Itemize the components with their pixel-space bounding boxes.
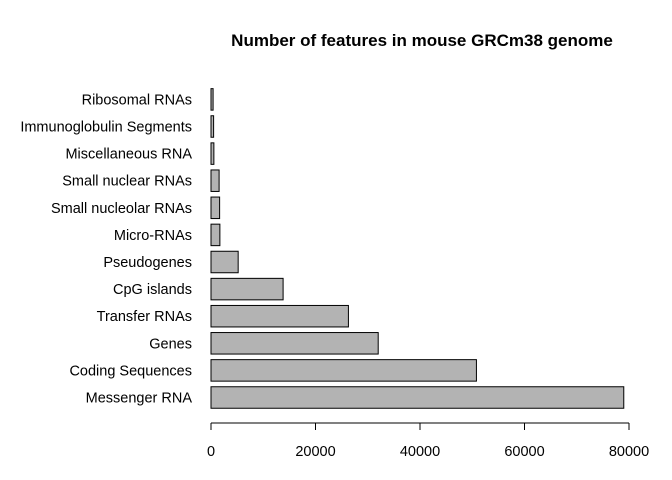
- bar-cpg-islands: [210, 277, 284, 301]
- category-label-pseudogenes: Pseudogenes: [103, 255, 192, 271]
- x-tick-label-0: 0: [207, 444, 215, 460]
- category-label-ribosomal-rnas: Ribosomal RNAs: [82, 92, 192, 108]
- category-label-cpg-islands: CpG islands: [113, 282, 192, 298]
- bar-coding-sequences: [210, 359, 477, 382]
- category-label-micro-rnas: Micro-RNAs: [114, 228, 192, 244]
- category-label-transfer-rnas: Transfer RNAs: [97, 309, 192, 325]
- bar-micro-rnas: [210, 223, 221, 247]
- category-label-genes: Genes: [149, 336, 192, 352]
- x-axis: 0 20000 40000 60000 80000: [207, 422, 649, 460]
- bar-small-nucleolar-rnas: [210, 196, 221, 220]
- bar-transfer-rnas: [210, 304, 349, 328]
- x-tick-label-80000: 80000: [609, 444, 649, 460]
- bar-small-nuclear-rnas: [210, 169, 220, 192]
- bar-genes: [210, 332, 379, 355]
- bar-immunoglobulin-segments: [210, 115, 215, 138]
- category-label-miscellaneous-rna: Miscellaneous RNA: [65, 147, 192, 163]
- bar-miscellaneous-rna: [210, 142, 215, 165]
- bars-layer: [210, 88, 625, 409]
- category-label-coding-sequences: Coding Sequences: [69, 363, 192, 379]
- category-label-immunoglobulin-segments: Immunoglobulin Segments: [20, 120, 192, 136]
- x-tick-label-40000: 40000: [400, 444, 440, 460]
- bar-pseudogenes: [210, 250, 239, 274]
- x-tick-label-60000: 60000: [504, 444, 544, 460]
- category-labels: Messenger RNA Coding Sequences Genes Transf…: [20, 92, 192, 406]
- bar-ribosomal-rnas: [210, 88, 214, 111]
- category-label-messenger-rna: Messenger RNA: [86, 391, 193, 407]
- category-label-small-nuclear-rnas: Small nuclear RNAs: [62, 174, 192, 190]
- category-label-small-nucleolar-rnas: Small nucleolar RNAs: [51, 201, 192, 217]
- chart-title: Number of features in mouse GRCm38 genom…: [231, 31, 613, 50]
- x-tick-label-20000: 20000: [295, 444, 335, 460]
- bar-messenger-rna: [210, 386, 625, 409]
